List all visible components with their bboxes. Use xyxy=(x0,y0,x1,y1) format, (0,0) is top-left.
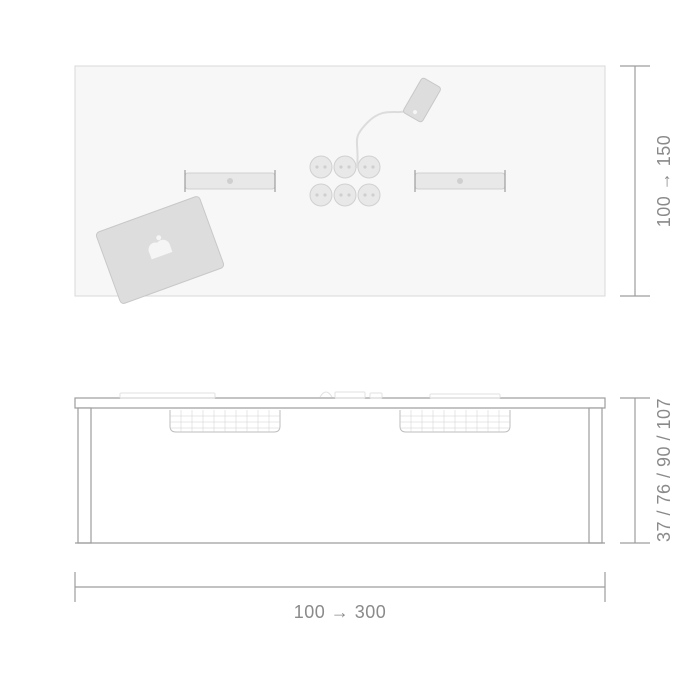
table-top-edge xyxy=(75,398,605,408)
dimension-depth-label: 100 → 150 xyxy=(654,135,674,228)
cable-tray-left-icon xyxy=(170,410,280,432)
table-leg-right xyxy=(589,408,602,543)
technical-drawing: 100 → 150 xyxy=(0,0,700,700)
dimension-depth: 100 → 150 xyxy=(620,66,674,296)
dimension-width: 100 → 300 xyxy=(75,572,605,622)
dimension-height: 37 / 76 / 90 / 107 xyxy=(620,398,674,543)
top-items-silhouette-icon xyxy=(120,392,500,398)
port-bar-left-icon xyxy=(185,170,275,192)
port-bar-right-icon xyxy=(415,170,505,192)
top-view xyxy=(75,66,605,305)
cable-tray-right-icon xyxy=(400,410,510,432)
dimension-height-label: 37 / 76 / 90 / 107 xyxy=(654,398,674,542)
dimension-width-label: 100 → 300 xyxy=(294,602,387,622)
side-view xyxy=(75,392,605,543)
table-leg-left xyxy=(78,408,91,543)
